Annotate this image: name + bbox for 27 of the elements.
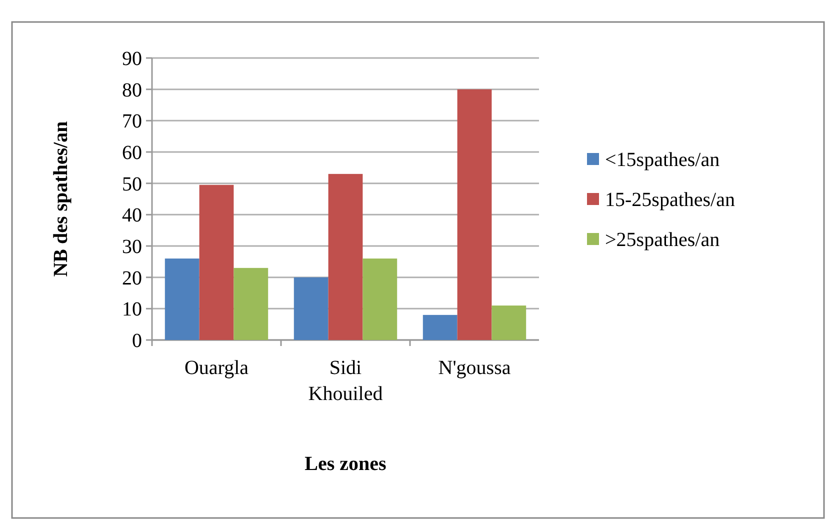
bar (294, 277, 328, 340)
x-tick-label: Sidi Khouiled (308, 357, 383, 405)
bar (199, 184, 234, 340)
bar (457, 89, 492, 340)
y-tick-label: 80 (122, 79, 142, 102)
y-axis-title: NB des spathes/an (50, 121, 72, 277)
y-tick-label: 70 (122, 110, 142, 133)
bar (328, 174, 363, 340)
y-tick-label: 90 (122, 48, 142, 70)
y-tick-label: 30 (122, 236, 142, 258)
y-tick-label: 0 (132, 330, 142, 352)
y-tick-label: 50 (122, 173, 142, 196)
bar (492, 306, 526, 340)
legend-label: <15spathes/an (605, 149, 720, 171)
y-tick-label: 20 (122, 267, 142, 290)
x-tick-label: N'goussa (438, 357, 511, 379)
bar (362, 258, 398, 340)
bar (422, 314, 458, 340)
legend-label: 15-25spathes/an (605, 189, 735, 211)
bar (164, 258, 200, 340)
y-tick-label: 10 (122, 298, 142, 321)
y-tick-label: 60 (122, 142, 142, 164)
x-axis-title: Les zones (304, 453, 387, 475)
x-tick-label: Ouargla (184, 357, 249, 379)
y-tick-label: 40 (122, 204, 142, 227)
bar (234, 268, 268, 340)
legend-label: >25spathes/an (605, 229, 720, 251)
